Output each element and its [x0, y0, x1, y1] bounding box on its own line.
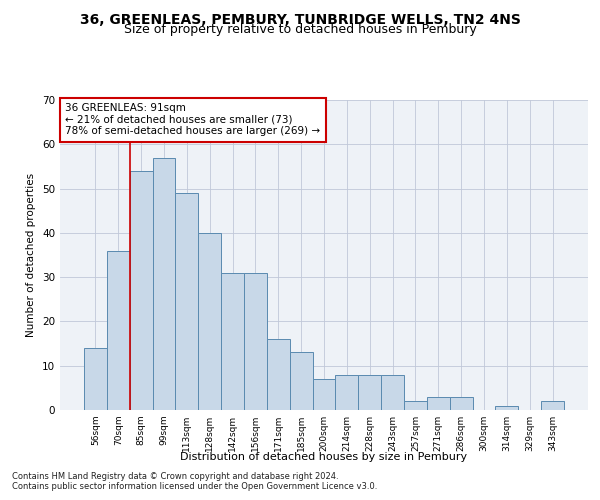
Bar — [450, 396, 473, 410]
Bar — [84, 348, 107, 410]
Bar — [358, 374, 381, 410]
Bar — [404, 401, 427, 410]
Bar — [107, 250, 130, 410]
Text: Distribution of detached houses by size in Pembury: Distribution of detached houses by size … — [181, 452, 467, 462]
Bar — [427, 396, 450, 410]
Bar — [244, 272, 267, 410]
Text: Size of property relative to detached houses in Pembury: Size of property relative to detached ho… — [124, 22, 476, 36]
Bar — [496, 406, 518, 410]
Bar — [152, 158, 175, 410]
Bar — [335, 374, 358, 410]
Bar — [175, 193, 198, 410]
Text: 36 GREENLEAS: 91sqm
← 21% of detached houses are smaller (73)
78% of semi-detach: 36 GREENLEAS: 91sqm ← 21% of detached ho… — [65, 103, 320, 136]
Bar — [221, 272, 244, 410]
Bar — [130, 171, 152, 410]
Text: Contains HM Land Registry data © Crown copyright and database right 2024.: Contains HM Land Registry data © Crown c… — [12, 472, 338, 481]
Bar — [267, 339, 290, 410]
Bar — [313, 379, 335, 410]
Bar — [290, 352, 313, 410]
Bar — [541, 401, 564, 410]
Text: 36, GREENLEAS, PEMBURY, TUNBRIDGE WELLS, TN2 4NS: 36, GREENLEAS, PEMBURY, TUNBRIDGE WELLS,… — [80, 12, 520, 26]
Bar — [381, 374, 404, 410]
Y-axis label: Number of detached properties: Number of detached properties — [26, 173, 37, 337]
Bar — [198, 233, 221, 410]
Text: Contains public sector information licensed under the Open Government Licence v3: Contains public sector information licen… — [12, 482, 377, 491]
